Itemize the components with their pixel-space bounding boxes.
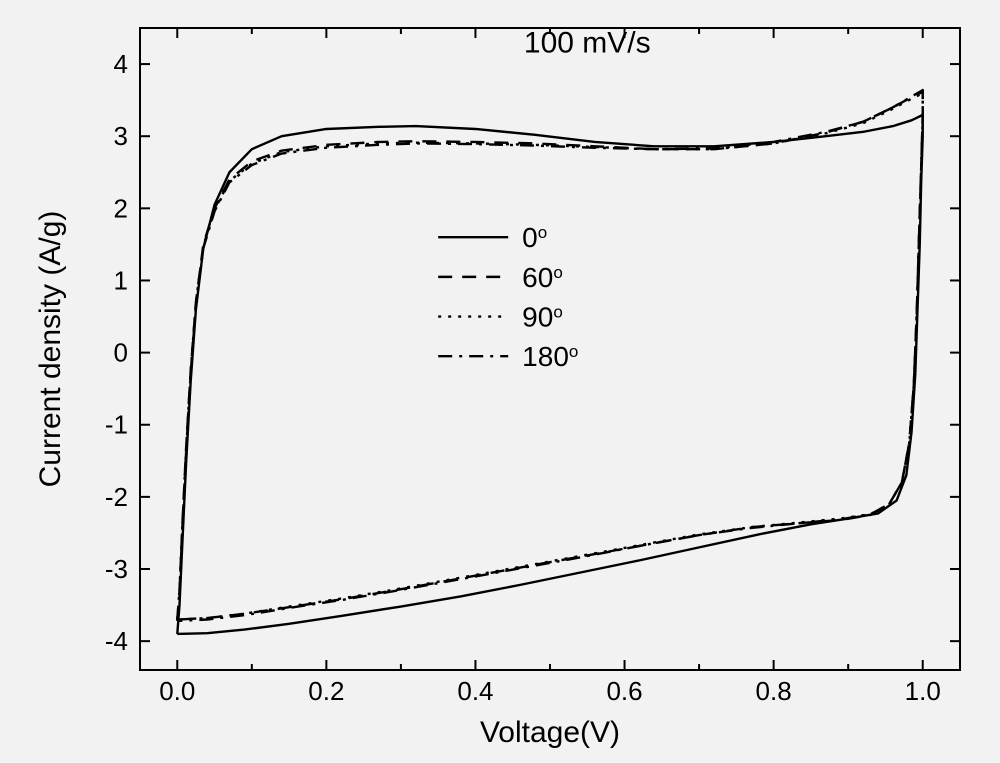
y-tick-label: -4 [105, 626, 128, 656]
y-tick-label: -2 [105, 482, 128, 512]
y-tick-label: 3 [114, 121, 128, 151]
y-axis-label: Current density (A/g) [34, 211, 67, 488]
x-axis-label: Voltage(V) [480, 716, 620, 749]
y-tick-label: 4 [114, 49, 128, 79]
x-tick-label: 0.4 [457, 676, 493, 706]
y-tick-label: 1 [114, 265, 128, 295]
x-tick-label: 0.2 [308, 676, 344, 706]
x-tick-label: 0.6 [606, 676, 642, 706]
y-tick-label: 2 [114, 193, 128, 223]
y-tick-label: 0 [114, 338, 128, 368]
y-tick-label: -3 [105, 554, 128, 584]
x-tick-label: 1.0 [905, 676, 941, 706]
x-tick-label: 0.0 [159, 676, 195, 706]
y-tick-label: -1 [105, 410, 128, 440]
x-tick-label: 0.8 [756, 676, 792, 706]
chart-title: 100 mV/s [524, 27, 651, 60]
